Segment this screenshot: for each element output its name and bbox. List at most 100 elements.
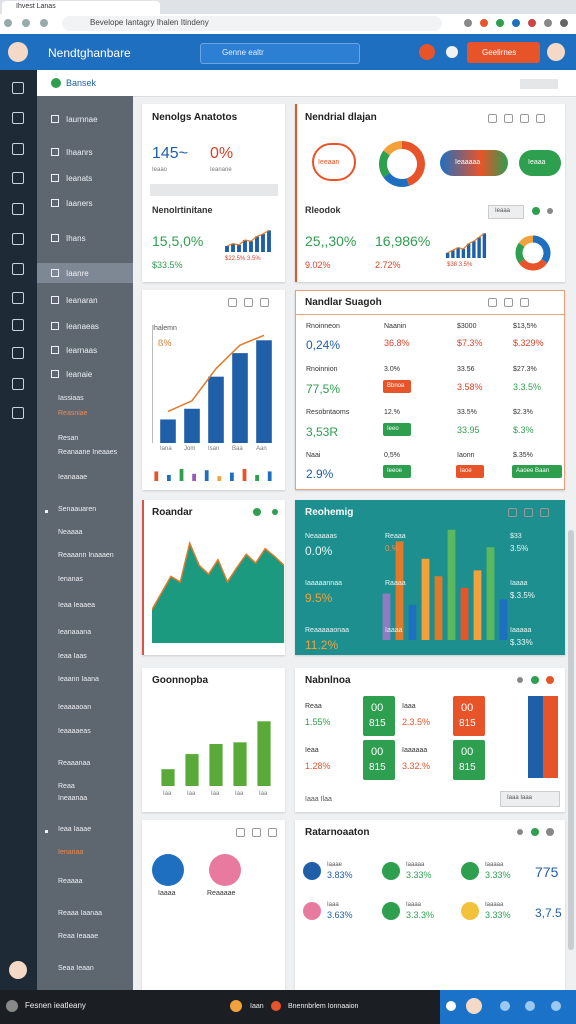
card-icon[interactable] — [520, 114, 529, 123]
toolbar-icon[interactable] — [560, 19, 568, 27]
card-button[interactable] — [500, 791, 560, 807]
toolbar-icon[interactable] — [512, 19, 520, 27]
button-label[interactable]: Ieeoe — [387, 468, 403, 474]
text[interactable]: Fesnen ieatleany — [25, 1001, 86, 1010]
rail-icon[interactable] — [12, 203, 24, 215]
nav-icon[interactable] — [4, 19, 12, 27]
card-icon[interactable] — [504, 298, 513, 307]
sidebar-item[interactable]: Reaaanaa — [58, 760, 91, 767]
sidebar-item[interactable]: Iaurnnae — [66, 115, 98, 124]
pill[interactable] — [440, 150, 508, 176]
button-label[interactable]: Iaoe — [460, 468, 472, 474]
task-icon[interactable] — [271, 1001, 281, 1011]
sidebar-item[interactable]: Iearnaas — [66, 346, 98, 355]
item-icon[interactable] — [461, 902, 479, 920]
sidebar-item[interactable]: Neaaaa — [58, 529, 83, 536]
sidebar-item[interactable]: Ieaa Ieaaea — [58, 602, 95, 609]
card-icon[interactable] — [536, 114, 545, 123]
card-button[interactable] — [488, 205, 524, 219]
alert-icon[interactable] — [419, 44, 435, 60]
text[interactable]: Ieeaan — [318, 159, 340, 166]
rail-avatar[interactable] — [9, 961, 27, 979]
sidebar-item[interactable]: Ieanaie — [66, 370, 93, 379]
text[interactable]: Ieaaa — [528, 159, 546, 166]
sidebar-item[interactable]: Iassiaas — [58, 395, 84, 402]
item-icon[interactable] — [461, 862, 479, 880]
pin-icon[interactable] — [446, 46, 458, 58]
sidebar-item[interactable]: Reaaann Inaaaen — [58, 552, 114, 559]
table-button[interactable] — [383, 380, 411, 393]
nav-icon[interactable] — [22, 19, 30, 27]
button-label[interactable]: Ieeo — [387, 426, 399, 432]
card-icon[interactable] — [504, 114, 513, 123]
card-icon[interactable] — [540, 508, 549, 517]
card-icon[interactable] — [252, 828, 261, 837]
sidebar-item[interactable]: Reasniae — [58, 410, 88, 417]
text[interactable]: Ieaaaaa — [455, 159, 481, 166]
header-button[interactable] — [467, 42, 540, 63]
sidebar-item[interactable]: Ieaann Iaana — [58, 676, 99, 683]
start-icon[interactable] — [6, 1000, 18, 1012]
sidebar-item[interactable]: Reaaa Iaanaa — [58, 910, 102, 917]
sidebar-item[interactable]: Reaaaa — [58, 878, 83, 885]
sidebar-item[interactable]: Iaaners — [66, 199, 93, 208]
sidebar-item[interactable]: Ieanats — [66, 174, 93, 183]
item-icon[interactable] — [382, 862, 400, 880]
rail-icon[interactable] — [12, 292, 24, 304]
card-icon[interactable] — [508, 508, 517, 517]
card-icon[interactable] — [488, 114, 497, 123]
sidebar-item[interactable]: Ihans — [66, 234, 86, 243]
nav-icon[interactable] — [40, 19, 48, 27]
rail-icon[interactable] — [12, 233, 24, 245]
rail-icon[interactable] — [12, 112, 24, 124]
sidebar-item[interactable]: Ieaaaaoan — [58, 704, 92, 711]
text[interactable]: Geelirnes — [482, 48, 517, 57]
card-icon[interactable] — [260, 298, 269, 307]
text[interactable]: Reaaaae — [207, 890, 236, 897]
sidebar-item[interactable]: Ienanas — [58, 576, 83, 583]
card-icon[interactable] — [244, 298, 253, 307]
table-button[interactable] — [383, 423, 411, 436]
text[interactable]: Bnennbrlem Ionnaaion — [288, 1003, 359, 1010]
item-icon[interactable] — [303, 862, 321, 880]
rail-icon[interactable] — [12, 143, 24, 155]
sidebar-item[interactable]: Ieaa Iaaae — [58, 826, 92, 833]
text[interactable]: Iaan — [250, 1003, 264, 1010]
tray-icon[interactable] — [500, 1001, 510, 1011]
button-label[interactable]: Bbnoa — [387, 383, 405, 389]
sidebar-item[interactable]: Senaauaren — [58, 506, 97, 513]
item-icon[interactable] — [303, 902, 321, 920]
app-icon[interactable] — [209, 854, 241, 886]
sidebar-item[interactable]: Ieanaran — [66, 296, 98, 305]
sidebar-item[interactable]: Ieanaaana — [58, 629, 92, 636]
sidebar-item[interactable]: Reanaane Ineaaes — [58, 449, 118, 456]
card-icon[interactable] — [488, 298, 497, 307]
sidebar-item[interactable]: Ienanaa — [58, 849, 84, 856]
text[interactable]: Iaaaa — [158, 890, 176, 897]
toolbar-icon[interactable] — [480, 19, 488, 27]
text[interactable]: Iaaa Iaaa — [507, 795, 533, 801]
tray-icon[interactable] — [525, 1001, 535, 1011]
app-icon[interactable] — [152, 854, 184, 886]
toolbar-icon[interactable] — [544, 19, 552, 27]
rail-icon[interactable] — [12, 263, 24, 275]
sidebar-item[interactable]: Ihaanrs — [66, 148, 93, 157]
sidebar-item[interactable]: Resan — [58, 435, 79, 442]
pill[interactable] — [519, 150, 561, 176]
sidebar-item[interactable]: Ieaa Iaas — [58, 653, 87, 660]
button-label[interactable]: Aaoee Baan — [516, 468, 550, 474]
table-button[interactable] — [456, 465, 484, 478]
text[interactable]: Ieaaa — [495, 208, 511, 214]
toolbar-icon[interactable] — [464, 19, 472, 27]
tray-avatar[interactable] — [466, 998, 482, 1014]
sidebar-item[interactable]: Iaanre — [66, 269, 89, 278]
rail-icon[interactable] — [12, 378, 24, 390]
text[interactable]: Genne ealtr — [222, 48, 264, 57]
sidebar-item[interactable]: Reaa — [58, 783, 75, 790]
rail-icon[interactable] — [12, 82, 24, 94]
tray-icon[interactable] — [551, 1001, 561, 1011]
card-icon[interactable] — [520, 298, 529, 307]
sidebar-item[interactable]: Seaa Ieaan — [58, 965, 94, 972]
sidebar-item[interactable]: Ineaanaa — [58, 795, 88, 802]
text[interactable]: Bansek — [66, 78, 97, 88]
